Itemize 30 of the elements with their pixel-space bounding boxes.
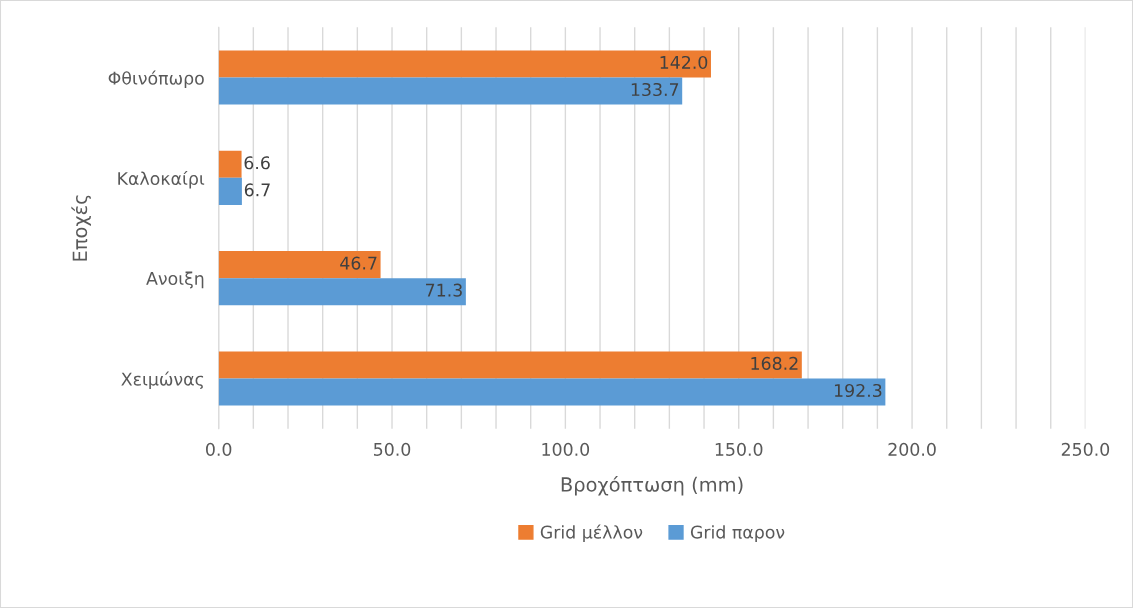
y-tick-label: Φθινόπωρο: [108, 70, 204, 89]
bar: [218, 251, 381, 279]
data-label: 192.3: [834, 383, 882, 398]
x-tick-label: 100.0: [542, 442, 590, 456]
x-tick-label: 0.0: [206, 442, 232, 456]
bar: [218, 278, 466, 306]
x-tick-label: 150.0: [715, 442, 763, 456]
y-tick-label: Καλοκαίρι: [118, 170, 205, 189]
data-label: 133.7: [631, 82, 679, 97]
x-axis-title: Βροχόπτωση (mm): [561, 476, 743, 496]
y-tick-label: Ανοιξη: [146, 271, 204, 289]
x-tick-label: 50.0: [374, 442, 411, 456]
data-label: 168.2: [751, 356, 798, 370]
y-tick-label: Χειμώνας: [121, 371, 204, 390]
data-label: 6.7: [244, 183, 270, 197]
legend-label: Grid παρον: [690, 525, 785, 543]
x-tick-label: 250.0: [1061, 442, 1110, 456]
x-tick-label: 200.0: [888, 442, 936, 456]
data-label: 142.0: [660, 55, 708, 70]
bar: [218, 378, 886, 406]
data-label: 6.6: [244, 156, 270, 170]
bar: [218, 351, 802, 379]
bar: [218, 50, 711, 78]
bar: [218, 150, 242, 178]
bar: [218, 77, 683, 105]
data-label: 71.3: [426, 283, 462, 297]
bar: [218, 177, 242, 205]
legend-label: Grid μέλλον: [540, 524, 643, 543]
data-label: 46.7: [340, 256, 377, 270]
y-axis-title: Εποχές: [71, 195, 91, 261]
